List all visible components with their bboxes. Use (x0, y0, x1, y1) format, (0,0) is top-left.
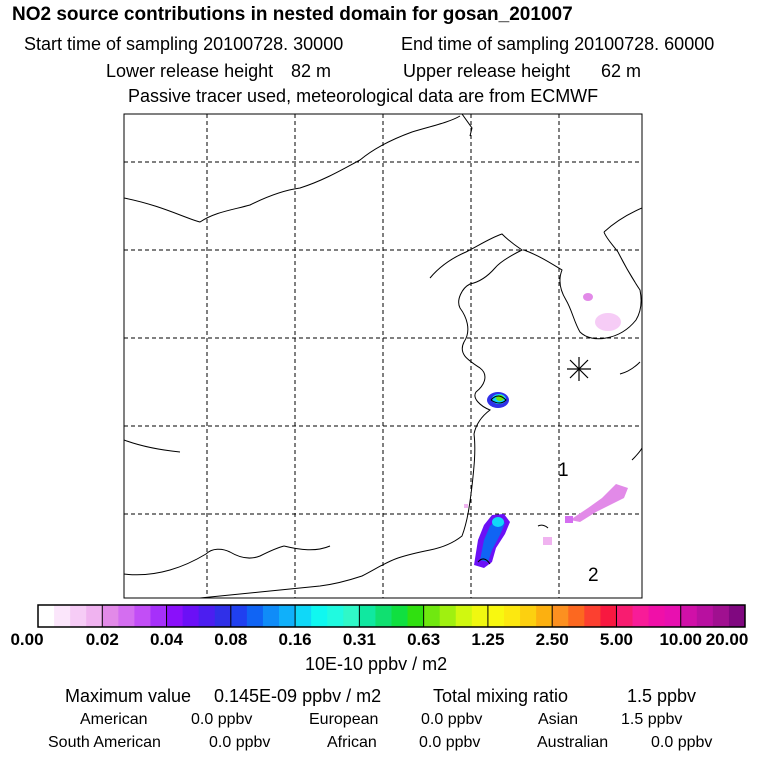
colorbar-swatch (520, 605, 537, 627)
total-mixing-value: 1.5 ppbv (627, 686, 697, 706)
colorbar-swatch (150, 605, 168, 627)
colorbar-swatch (616, 605, 634, 627)
colorbar-swatch (262, 605, 280, 627)
colorbar-swatch (102, 605, 119, 627)
region-name-african: African (327, 734, 377, 751)
colorbar-swatch (38, 605, 55, 627)
start-time-label: Start time of sampling 20100728. 30000 (24, 34, 344, 54)
colorbar-tick-label: 20.00 (705, 630, 749, 649)
map-label-2: 2 (588, 565, 599, 586)
colorbar-swatch (423, 605, 441, 627)
colorbar-swatch (295, 605, 312, 627)
colorbar-swatch (279, 605, 296, 627)
max-value-label: Maximum value (65, 686, 192, 706)
colorbar-tick-label: 0.08 (214, 630, 248, 649)
map-area (124, 114, 642, 598)
lower-release-value: 82 m (291, 61, 332, 81)
colorbar-swatch (118, 605, 135, 627)
region-name-european: European (309, 711, 379, 728)
colorbar-swatch (182, 605, 200, 627)
receptor-asterisk-icon (567, 357, 591, 381)
colorbar-swatch (584, 605, 601, 627)
tracer-note: Passive tracer used, meteorological data… (128, 86, 599, 106)
colorbar-swatch (439, 605, 457, 627)
colorbar-swatch (166, 605, 184, 627)
colorbar-swatch (503, 605, 521, 627)
colorbar-swatch (70, 605, 87, 627)
plume-korea (583, 293, 621, 331)
colorbar-swatch (375, 605, 392, 627)
colorbar-swatch (391, 605, 409, 627)
region-value-asian: 1.5 ppbv (621, 711, 683, 728)
region-value-south-american: 0.0 ppbv (209, 734, 271, 751)
colorbar-swatch (664, 605, 682, 627)
colorbar-swatch (134, 605, 151, 627)
total-mixing-label: Total mixing ratio (433, 686, 569, 706)
colorbar-swatch (327, 605, 344, 627)
colorbar-swatch (86, 605, 103, 627)
colorbar-swatch (487, 605, 505, 627)
region-name-australian: Australian (537, 734, 609, 751)
plume-shanghai (487, 392, 509, 408)
colorbar-swatch (712, 605, 730, 627)
colorbar-swatch (343, 605, 360, 627)
colorbar-swatch (471, 605, 489, 627)
colorbar-tick-label: 0.02 (85, 630, 119, 649)
plume-fujian (464, 504, 510, 568)
colorbar-swatch (536, 605, 553, 627)
colorbar-swatch (632, 605, 650, 627)
colorbar-swatch (230, 605, 248, 627)
colorbar-unit: 10E-10 ppbv / m2 (305, 654, 448, 674)
region-value-american: 0.0 ppbv (191, 711, 253, 728)
map-label-1: 1 (558, 460, 569, 481)
upper-release-label: Upper release height (403, 61, 571, 81)
coastlines (124, 114, 642, 598)
region-name-american: American (80, 711, 148, 728)
colorbar-swatch (246, 605, 264, 627)
colorbar-frame (37, 604, 746, 628)
region-name-asian: Asian (538, 711, 579, 728)
colorbar-tick-label: 1.25 (471, 630, 505, 649)
colorbar-swatch (600, 605, 617, 627)
colorbar-tick-label: 0.04 (149, 630, 184, 649)
colorbar-tick-label: 0.16 (278, 630, 312, 649)
colorbar-swatch (728, 605, 746, 627)
region-value-european: 0.0 ppbv (421, 711, 483, 728)
region-name-south-american: South American (48, 734, 161, 751)
colorbar-tick-label: 0.00 (10, 630, 44, 649)
colorbar-tick-label: 2.50 (535, 630, 569, 649)
colorbar-swatch (455, 605, 473, 627)
colorbar-tick-label: 5.00 (599, 630, 633, 649)
colorbar-swatch (311, 605, 328, 627)
figure-title: NO2 source contributions in nested domai… (12, 4, 573, 25)
colorbar-swatch (568, 605, 585, 627)
end-time-label: End time of sampling 20100728. 60000 (401, 34, 715, 54)
colorbar-swatch (198, 605, 216, 627)
colorbar-tick-label: 10.00 (659, 630, 702, 649)
colorbar-swatch (359, 605, 376, 627)
colorbar-swatch (552, 605, 569, 627)
lat-lon-grid (124, 114, 642, 598)
colorbar-tick-label: 0.63 (407, 630, 441, 649)
region-value-african: 0.0 ppbv (419, 734, 481, 751)
colorbar-swatch (54, 605, 71, 627)
map-frame (123, 113, 643, 599)
lower-release-label: Lower release height (106, 61, 274, 81)
colorbar-swatch (648, 605, 666, 627)
colorbar-swatch (680, 605, 698, 627)
region-value-australian: 0.0 ppbv (651, 734, 713, 751)
plume-east-china-sea (543, 484, 628, 545)
upper-release-value: 62 m (601, 61, 642, 81)
colorbar-swatch (696, 605, 714, 627)
colorbar-swatch (407, 605, 425, 627)
colorbar-tick-label: 0.31 (342, 630, 376, 649)
max-value: 0.145E-09 ppbv / m2 (214, 686, 382, 706)
colorbar (37, 604, 746, 628)
colorbar-swatch (214, 605, 232, 627)
